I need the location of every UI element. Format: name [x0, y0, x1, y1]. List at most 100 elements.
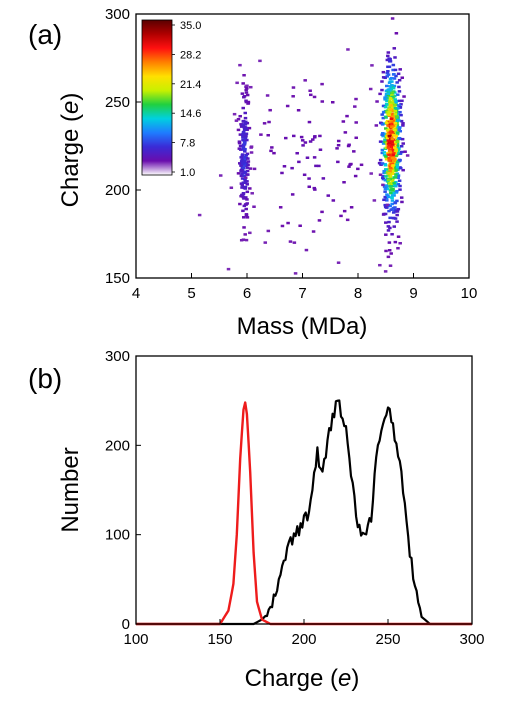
heatmap-cell: [388, 120, 393, 124]
heatmap-cell: [243, 233, 247, 236]
heatmap-cell: [242, 171, 247, 175]
heatmap-cell: [394, 108, 399, 112]
x-tick-label: 200: [291, 631, 316, 648]
heatmap-cell: [244, 99, 248, 103]
heatmap-cell: [390, 232, 394, 236]
heatmap-cell: [386, 70, 390, 73]
heatmap-cell: [383, 140, 387, 144]
heatmap-cell: [391, 216, 396, 220]
heatmap-cell: [387, 209, 391, 213]
heatmap-cell: [384, 127, 388, 130]
heatmap-cell: [395, 81, 399, 84]
heatmap-cell: [394, 149, 399, 152]
x-tick-label: 150: [207, 631, 232, 648]
heatmap-cell: [246, 173, 250, 176]
heatmap-cell: [388, 85, 392, 88]
heatmap-cell: [368, 87, 373, 91]
heatmap-cell: [395, 213, 399, 217]
heatmap-cell: [383, 195, 387, 199]
heatmap-cell: [378, 158, 383, 162]
heatmap-cell: [248, 187, 252, 190]
heatmap-cell: [393, 68, 398, 72]
heatmap-cell: [391, 177, 395, 181]
heatmap-cell: [389, 104, 393, 107]
heatmap-cell: [395, 140, 400, 143]
heatmap-cell: [385, 193, 389, 196]
heatmap-cell: [265, 94, 270, 97]
heatmap-cell: [392, 118, 397, 121]
heatmap-cell: [394, 173, 398, 176]
heatmap-cell: [391, 148, 396, 151]
heatmap-cell: [388, 141, 392, 144]
heatmap-cell: [243, 122, 248, 126]
heatmap-cell: [290, 166, 294, 170]
heatmap-cell: [389, 208, 393, 211]
colorbar-tick-label: 21.4: [180, 79, 201, 91]
heatmap-cell: [243, 155, 247, 159]
y-tick-label: 200: [105, 182, 130, 199]
heatmap-cell: [232, 112, 237, 116]
heatmap-cell: [383, 270, 388, 273]
heatmap-cell: [304, 248, 309, 252]
heatmap-cell: [269, 149, 273, 153]
heatmap-cell: [398, 241, 402, 245]
heatmap-cell: [385, 58, 390, 62]
panel-b-x-axis-label-close: ): [351, 665, 359, 692]
heatmap-cell: [343, 131, 348, 134]
heatmap-cell: [393, 122, 398, 125]
heatmap-cell: [397, 179, 402, 182]
heatmap-cell: [388, 216, 392, 220]
heatmap-cell: [382, 169, 386, 173]
heatmap-cell: [383, 105, 388, 109]
heatmap-cell: [390, 182, 394, 186]
heatmap-cell: [245, 169, 250, 173]
heatmap-cell: [244, 207, 248, 211]
heatmap-cell: [398, 184, 402, 188]
heatmap-cell: [399, 166, 403, 170]
heatmap-cell: [391, 189, 395, 192]
heatmap-cell: [390, 165, 395, 169]
heatmap-cell: [388, 185, 392, 188]
heatmap-cell: [352, 150, 356, 153]
y-tick-label: 200: [105, 437, 130, 454]
heatmap-cell: [390, 196, 394, 199]
heatmap-cell: [244, 135, 248, 138]
heatmap-cell: [395, 142, 400, 146]
heatmap-cell: [391, 143, 395, 146]
heatmap-cell: [243, 125, 247, 129]
heatmap-cell: [308, 89, 312, 92]
heatmap-cell: [241, 162, 245, 165]
heatmap-cell: [268, 108, 272, 112]
heatmap-cell: [247, 126, 252, 130]
heatmap-cell: [392, 84, 397, 88]
heatmap-cell: [243, 180, 248, 184]
heatmap-cell: [390, 140, 394, 144]
heatmap-cell: [336, 143, 341, 147]
heatmap-cell: [397, 99, 402, 103]
heatmap-cell: [384, 155, 388, 158]
heatmap-cell: [398, 110, 402, 114]
heatmap-cell: [240, 186, 244, 189]
heatmap-cell: [395, 151, 400, 155]
heatmap-cell: [242, 186, 247, 190]
heatmap-cell: [384, 84, 389, 88]
heatmap-cell: [398, 68, 402, 71]
heatmap-cell: [381, 174, 386, 178]
heatmap-cell: [242, 143, 247, 146]
heatmap-cell: [246, 163, 250, 167]
heatmap-cell: [278, 206, 283, 209]
colorbar-gradient: [141, 19, 173, 176]
heatmap-cell: [386, 225, 391, 228]
heatmap-cell: [245, 183, 249, 186]
heatmap-cell: [386, 255, 391, 259]
heatmap-cell: [291, 86, 296, 89]
heatmap-cell: [236, 128, 241, 132]
heatmap-cell: [386, 146, 391, 149]
heatmap-cell: [384, 146, 389, 149]
heatmap-cell: [393, 206, 397, 209]
heatmap-cell: [390, 91, 395, 94]
heatmap-cell: [393, 217, 398, 220]
heatmap-cell: [311, 230, 316, 233]
heatmap-cell: [312, 156, 317, 159]
heatmap-cell: [391, 101, 396, 105]
